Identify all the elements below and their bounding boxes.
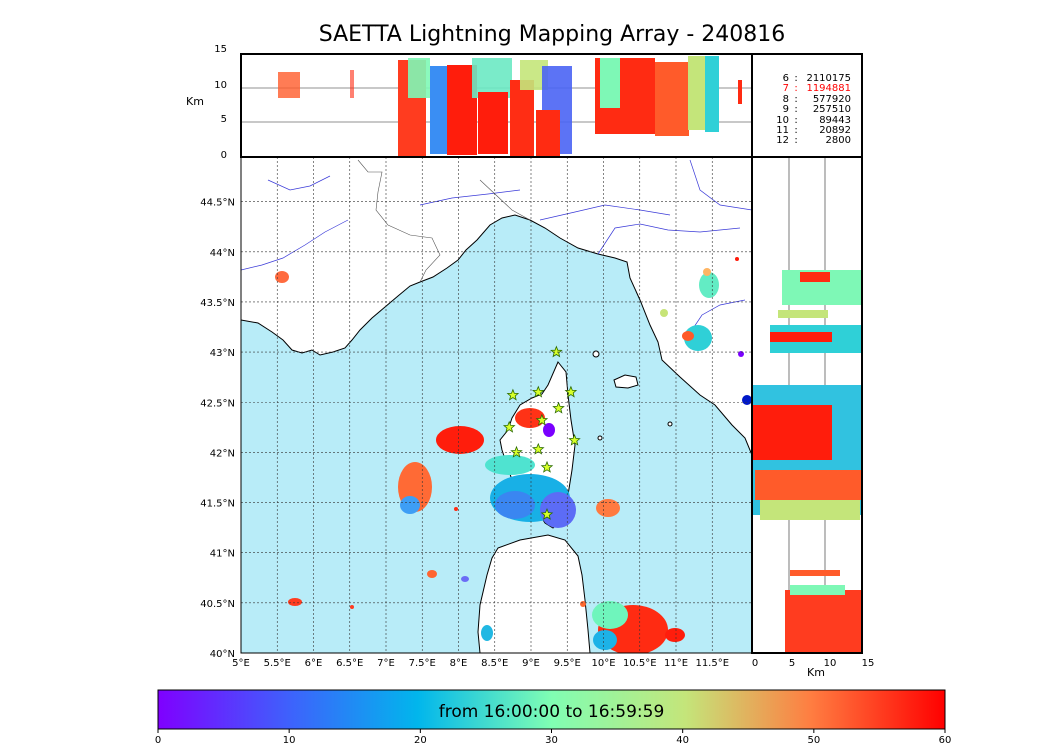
lon-tick-label: 10°E — [591, 658, 615, 669]
top-altitude-panel — [241, 54, 752, 157]
station-star-icon — [552, 401, 565, 414]
lon-tick-label: 5.5°E — [264, 658, 291, 669]
top-ytick-label: 5 — [221, 114, 227, 125]
top-ytick-label: 10 — [214, 80, 227, 91]
rivers — [241, 159, 752, 331]
sea-area — [241, 214, 752, 653]
station-star-icon — [568, 433, 581, 446]
lon-tick-label: 7.5°E — [409, 658, 436, 669]
right-xtick-label: 0 — [752, 658, 758, 669]
station-star-icon — [540, 460, 554, 473]
top-panel-yticks: 15 10 5 0 — [214, 44, 227, 161]
colorbar-tick-labels: 0 10 20 30 40 50 60 — [155, 729, 952, 746]
top-ytick-label: 0 — [221, 150, 227, 161]
station-star-icon — [502, 420, 516, 433]
station-star-icon — [550, 345, 563, 358]
lon-tick-label: 6.5°E — [336, 658, 363, 669]
right-xtick-label: 10 — [824, 658, 837, 669]
lightning-swaths — [275, 257, 752, 653]
flash-count-row: 9:257510 — [782, 104, 851, 116]
lat-tick-label: 43.5°N — [200, 298, 235, 309]
colorbar-tick-label: 0 — [155, 735, 161, 746]
lon-tick-label: 7°E — [377, 658, 395, 669]
station-star-icon — [540, 508, 554, 520]
lat-tick-label: 44°N — [210, 248, 235, 259]
lat-tick-label: 42.5°N — [200, 398, 235, 409]
elba-island — [613, 374, 639, 389]
colorbar-tick-label: 10 — [283, 735, 296, 746]
lon-tick-label: 8.5°E — [481, 658, 508, 669]
lon-tick-label: 5°E — [232, 658, 250, 669]
station-star-icon — [531, 385, 545, 398]
map-panel — [241, 157, 752, 653]
flash-count-row: 6:2110175 — [782, 73, 851, 84]
colorbar-tick-label: 40 — [676, 735, 689, 746]
colorbar — [157, 689, 946, 730]
lon-tick-label: 8°E — [450, 658, 468, 669]
colorbar-tick-label: 30 — [545, 735, 558, 746]
map-lon-tick-labels: 5°E 5.5°E 6°E 6.5°E 7°E 7.5°E 8°E 8.5°E 9°E 9.5°E… — [232, 658, 729, 669]
right-panel-xlabel: Km — [807, 666, 825, 679]
station-star-icon — [510, 445, 523, 458]
station-star-icon — [564, 385, 578, 398]
stats-box — [751, 53, 863, 158]
chart-title: SAETTA Lightning Mapping Array - 240816 — [318, 22, 786, 47]
borders — [357, 159, 531, 283]
lat-tick-label: 41°N — [210, 549, 235, 560]
lon-tick-label: 9.5°E — [554, 658, 581, 669]
colorbar-label: from 16:00:00 to 16:59:59 — [438, 702, 665, 722]
station-star-icon — [535, 413, 549, 426]
sardinia-island — [477, 534, 591, 653]
station-star-icon — [506, 388, 520, 401]
lon-tick-label: 11°E — [664, 658, 688, 669]
top-panel-ylabel: Km — [186, 95, 204, 108]
right-altitude-panel — [752, 157, 862, 653]
lon-tick-label: 9°E — [522, 658, 540, 669]
right-panel-xticks: 0 5 10 15 — [752, 658, 875, 669]
colorbar-tick-label: 20 — [414, 735, 427, 746]
flash-count-row: 11:20892 — [776, 125, 851, 137]
top-ytick-label: 15 — [214, 44, 227, 55]
flash-count-row: 10:89443 — [776, 114, 851, 126]
flash-count-row: 7:1194881 — [782, 83, 851, 95]
lat-tick-label: 40°N — [210, 649, 235, 660]
colorbar-tick-label: 50 — [807, 735, 820, 746]
flash-count-row: 8:577920 — [782, 93, 851, 105]
flash-count-row: 12:2800 — [776, 135, 851, 147]
colorbar-tick-label: 60 — [939, 735, 952, 746]
lat-tick-label: 41.5°N — [200, 499, 235, 510]
lon-tick-label: 10.5°E — [623, 658, 657, 669]
flash-count-table: 6:2110175 7:1194881 8:577920 9:257510 10:894… — [753, 73, 861, 147]
lma-stations — [502, 345, 581, 520]
lat-tick-label: 42°N — [210, 448, 235, 459]
lat-tick-label: 43°N — [210, 348, 235, 359]
right-xtick-label: 5 — [789, 658, 795, 669]
lon-tick-label: 6°E — [305, 658, 323, 669]
map-lat-tick-labels: 44.5°N 44°N 43.5°N 43°N 42.5°N 42°N 41.5°N 41°N… — [200, 198, 235, 660]
station-star-icon — [531, 442, 545, 455]
map-gridlines — [241, 157, 752, 653]
right-xtick-label: 15 — [862, 658, 875, 669]
lat-tick-label: 40.5°N — [200, 599, 235, 610]
lon-tick-label: 11.5°E — [695, 658, 729, 669]
lat-tick-label: 44.5°N — [200, 198, 235, 209]
